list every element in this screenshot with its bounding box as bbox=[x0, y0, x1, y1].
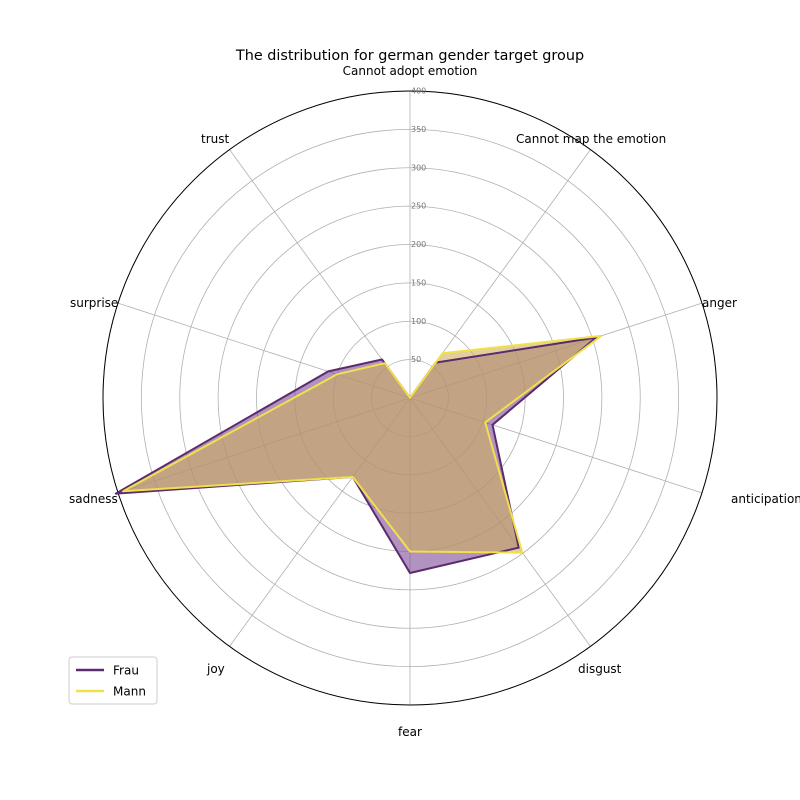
series-line-Frau bbox=[114, 336, 598, 574]
r-tick-label: 150 bbox=[411, 278, 426, 287]
category-label: Cannot map the emotion bbox=[516, 132, 666, 146]
category-label: disgust bbox=[578, 662, 622, 676]
r-tick-label: 400 bbox=[411, 87, 426, 96]
r-tick-label: 300 bbox=[411, 163, 426, 172]
category-label: joy bbox=[206, 662, 225, 676]
category-label: surprise bbox=[70, 296, 118, 310]
r-tick-label: 350 bbox=[411, 125, 426, 134]
legend: Frau Mann bbox=[68, 656, 158, 705]
category-label: Cannot adopt emotion bbox=[343, 64, 478, 78]
r-tick-label: 250 bbox=[411, 202, 426, 211]
r-tick-label: 200 bbox=[411, 240, 426, 249]
category-label: sadness bbox=[69, 492, 118, 506]
legend-label: Mann bbox=[113, 685, 146, 699]
legend-label: Frau bbox=[113, 664, 139, 678]
category-label: anger bbox=[702, 296, 737, 310]
outer-frame bbox=[102, 90, 718, 706]
r-tick-label: 100 bbox=[411, 317, 426, 326]
radial-tick-labels: 50 100 150 200 250 300 350 400 bbox=[411, 87, 426, 365]
series-fill-Mann bbox=[123, 335, 602, 553]
category-labels: Cannot adopt emotion Cannot map the emoti… bbox=[69, 64, 800, 739]
category-label: fear bbox=[398, 725, 422, 739]
radar-series bbox=[114, 334, 603, 574]
category-label: anticipation bbox=[731, 492, 800, 506]
r-tick-label: 50 bbox=[411, 355, 421, 364]
series-line-Mann bbox=[122, 334, 603, 554]
category-label: trust bbox=[201, 132, 229, 146]
chart-title: The distribution for german gender targe… bbox=[235, 48, 584, 64]
spoke-9 bbox=[229, 149, 411, 399]
